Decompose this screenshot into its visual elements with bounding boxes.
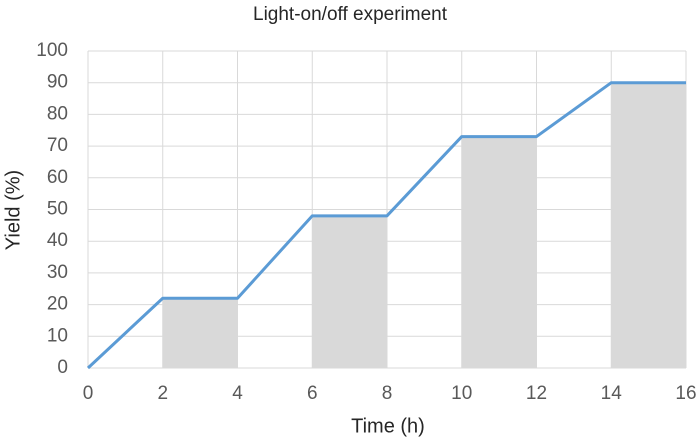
x-tick-label: 14	[601, 383, 623, 404]
x-axis-label: Time (h)	[351, 415, 425, 437]
shaded-period	[461, 136, 537, 368]
y-tick-label: 100	[36, 40, 68, 61]
y-tick-label: 20	[47, 294, 68, 315]
y-tick-label: 70	[47, 135, 68, 156]
y-tick-label: 10	[47, 325, 68, 346]
y-tick-label: 80	[47, 103, 68, 124]
x-tick-label: 16	[675, 383, 696, 404]
y-tick-label: 30	[47, 262, 68, 283]
y-tick-label: 0	[57, 357, 68, 378]
x-tick-label: 12	[526, 383, 547, 404]
y-axis-label: Yield (%)	[2, 170, 24, 250]
y-tick-label: 90	[47, 72, 68, 93]
y-tick-label: 50	[47, 199, 68, 220]
x-tick-label: 8	[382, 383, 393, 404]
x-tick-label: 0	[83, 383, 94, 404]
shaded-period	[162, 298, 238, 368]
chart-title: Light-on/off experiment	[253, 4, 448, 25]
x-tick-label: 2	[157, 383, 168, 404]
series-line	[86, 81, 686, 370]
x-tick-label: 6	[307, 383, 318, 404]
y-tick-label: 40	[47, 230, 68, 251]
x-tick-label: 4	[232, 383, 243, 404]
shaded-period	[312, 215, 387, 368]
shaded-period	[611, 82, 686, 368]
x-tick-label: 10	[451, 383, 472, 404]
y-tick-label: 60	[47, 167, 68, 188]
